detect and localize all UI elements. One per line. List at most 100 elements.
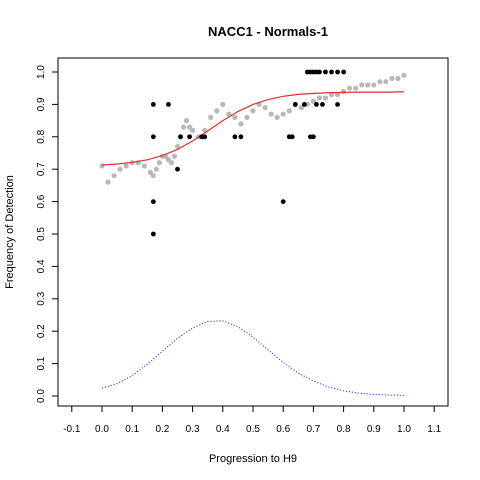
- smoothed-point: [322, 95, 329, 101]
- smoothed-point: [383, 79, 389, 85]
- fit-line: [101, 91, 405, 166]
- observed-point: [150, 231, 156, 237]
- smoothed-point: [377, 79, 383, 85]
- x-tick-label: 0.3: [186, 424, 200, 435]
- smoothed-point: [153, 166, 159, 172]
- smoothed-point: [347, 85, 353, 91]
- smoothed-point: [298, 105, 304, 111]
- smoothed-point: [244, 114, 250, 120]
- smoothed-point: [328, 92, 335, 98]
- x-tick-label: 0.9: [367, 424, 381, 435]
- observed-point: [150, 134, 156, 140]
- smoothed-point: [389, 75, 395, 82]
- smoothed-point: [111, 173, 117, 179]
- y-tick-label: 0.2: [36, 324, 47, 338]
- observed-point: [150, 102, 156, 107]
- smoothed-point: [371, 82, 377, 88]
- x-tick-label: -0.1: [63, 424, 81, 435]
- y-axis-title: Frequency of Detection: [4, 175, 16, 289]
- x-tick-label: 0.1: [125, 424, 139, 435]
- smoothed-point: [401, 72, 407, 78]
- smoothed-point: [334, 92, 341, 98]
- x-axis-title: Progression to H9: [209, 453, 297, 465]
- y-tick-label: 0.7: [36, 162, 47, 176]
- smoothed-point: [214, 108, 220, 114]
- x-axis: -0.1 0.0 0.1 0.2 0.3 0.4 0.5 0.6 0.7 0.8 0.9 1.0 1.1: [63, 406, 442, 435]
- chart-title: NACC1 - Normals-1: [208, 24, 328, 39]
- observed-point: [166, 102, 171, 107]
- density-curve: [101, 320, 405, 396]
- observed-point: [150, 199, 156, 205]
- y-tick-label: 0.4: [36, 259, 47, 273]
- y-tick-label: 0.1: [36, 356, 47, 370]
- observed-point: [175, 166, 180, 172]
- observed-point: [341, 69, 346, 75]
- observed-point: [280, 199, 286, 205]
- observed-point: [187, 134, 192, 140]
- y-tick-label: 0.5: [36, 227, 47, 241]
- observed-point: [317, 69, 322, 75]
- observed-point: [232, 134, 238, 140]
- smoothed-point: [141, 163, 147, 169]
- density-line: [101, 320, 405, 396]
- observed-points: [150, 69, 346, 237]
- smoothed-point: [280, 111, 286, 117]
- observed-point: [329, 69, 334, 75]
- x-tick-label: 0.7: [306, 424, 320, 435]
- y-tick-label: 0.0: [36, 389, 47, 403]
- y-tick-label: 0.6: [36, 194, 47, 208]
- smoothed-point: [150, 173, 156, 179]
- observed-point: [314, 102, 319, 107]
- smoothed-point: [220, 101, 226, 107]
- y-tick-label: 0.3: [36, 291, 47, 305]
- smoothed-point: [395, 75, 401, 82]
- observed-point: [301, 102, 307, 107]
- smoothed-point: [168, 160, 175, 166]
- observed-point: [311, 134, 316, 140]
- smoothed-point: [174, 143, 181, 150]
- smoothed-point: [232, 114, 238, 120]
- observed-point: [323, 69, 328, 75]
- fit-curve: [101, 91, 405, 166]
- y-tick-label: 1.0: [36, 65, 47, 79]
- x-tick-label: 0.4: [216, 424, 230, 435]
- smoothed-point: [365, 82, 371, 88]
- smoothed-point: [190, 127, 196, 133]
- y-tick-label: 0.8: [36, 129, 47, 143]
- observed-point: [320, 102, 325, 107]
- smoothed-point: [105, 179, 111, 185]
- x-tick-label: 0.2: [155, 424, 169, 435]
- smoothed-point: [359, 82, 365, 88]
- x-tick-label: 0.8: [337, 424, 351, 435]
- smoothed-point: [353, 85, 359, 91]
- smoothed-point: [123, 163, 129, 169]
- observed-point: [335, 69, 340, 75]
- x-tick-label: 0.5: [246, 424, 260, 435]
- x-tick-label: 0.0: [95, 424, 109, 435]
- smoothed-point: [310, 98, 316, 104]
- smoothed-point: [208, 114, 214, 120]
- observed-point: [289, 134, 295, 140]
- smoothed-point: [268, 111, 274, 117]
- smoothed-point: [262, 105, 268, 111]
- y-tick-label: 0.9: [36, 97, 47, 111]
- smoothed-point: [117, 166, 123, 172]
- observed-point: [202, 134, 208, 140]
- smoothed-points: [99, 72, 407, 185]
- smoothed-point: [171, 153, 178, 159]
- smoothed-point: [274, 114, 280, 120]
- smoothed-point: [156, 160, 162, 166]
- smoothed-point: [238, 121, 244, 127]
- smoothed-point: [341, 88, 347, 95]
- smoothed-point: [180, 124, 187, 130]
- observed-point: [292, 102, 298, 107]
- observed-point: [178, 134, 183, 140]
- observed-point: [335, 102, 340, 107]
- x-tick-label: 0.6: [276, 424, 290, 435]
- smoothed-point: [183, 118, 190, 124]
- y-axis: 0.0 0.1 0.2 0.3 0.4 0.5 0.6 0.7 0.8 0.9 1.0: [36, 65, 58, 403]
- x-tick-label: 1.0: [397, 424, 411, 435]
- smoothed-point: [99, 163, 105, 169]
- smoothed-point: [226, 111, 232, 117]
